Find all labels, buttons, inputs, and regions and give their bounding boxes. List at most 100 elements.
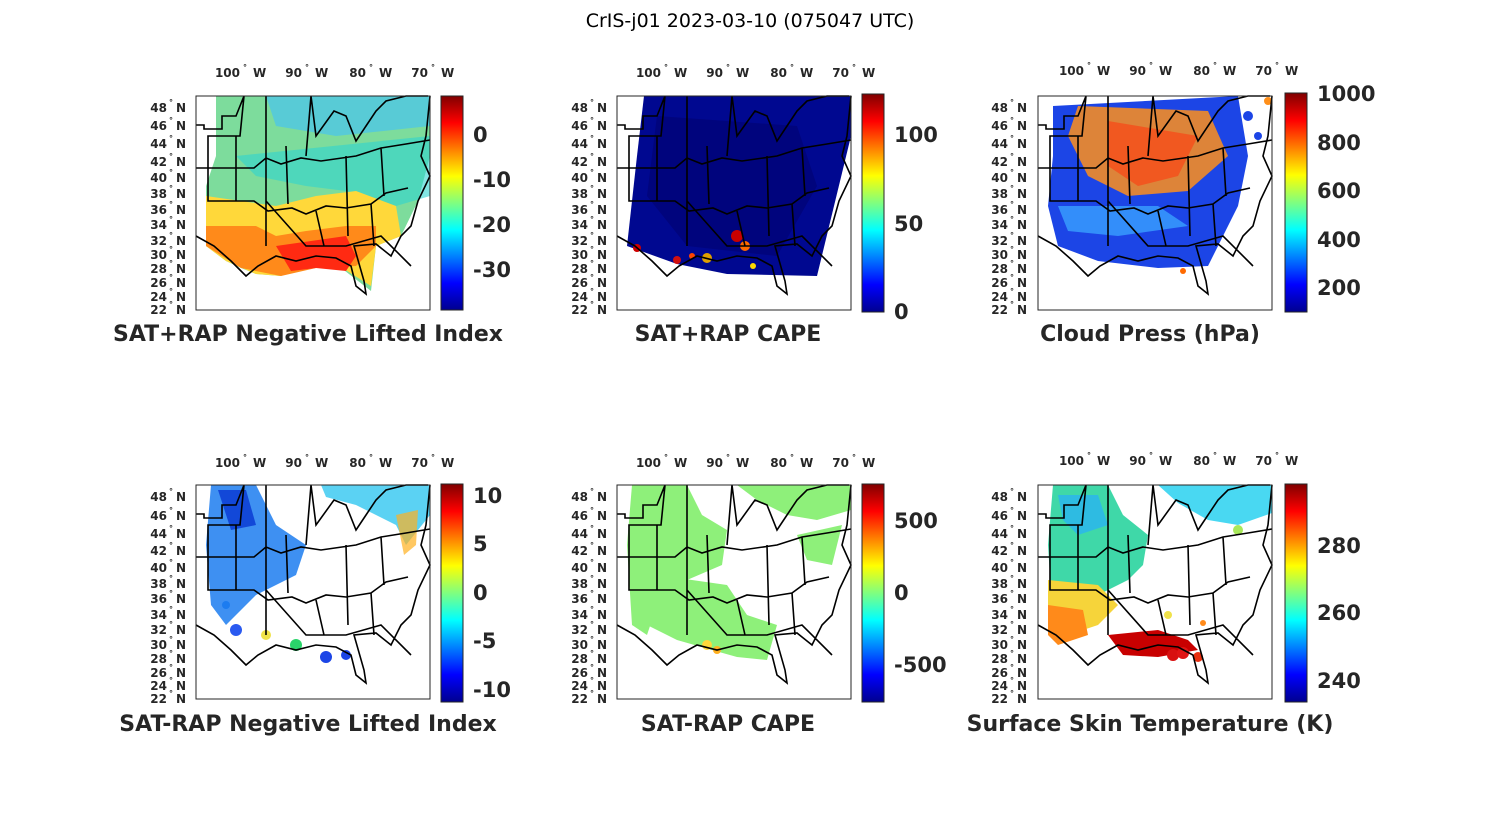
lon-hemi: W — [379, 456, 392, 470]
lon-tick: 100 — [215, 66, 240, 80]
colorbar: 500 0 -500 — [861, 483, 947, 703]
lat-tick: 30 — [150, 638, 167, 652]
degree-mark: ° — [664, 453, 668, 462]
lat-tick: 24 — [571, 679, 588, 693]
lon-tick-labels: 100 ° W 90 ° W 80 ° W 70 ° W — [1059, 451, 1298, 468]
degree-mark: ° — [1010, 649, 1014, 658]
degree-mark: ° — [726, 63, 730, 72]
panel-title: SAT+RAP Negative Lifted Index — [113, 322, 503, 347]
lat-tick: 24 — [991, 679, 1008, 693]
lat-hemi: N — [1017, 638, 1027, 652]
lat-tick: 34 — [150, 608, 167, 622]
lon-hemi: W — [862, 456, 875, 470]
lon-hemi: W — [441, 66, 454, 80]
lat-tick-labels: 48 ° N 46 ° N 44 ° N 42 ° N 40 ° N 38 ° N 36 ° N 34 ° N … — [150, 487, 186, 706]
lat-tick: 48 — [991, 490, 1008, 504]
lat-tick: 30 — [571, 248, 588, 262]
lat-hemi: N — [176, 544, 186, 558]
lat-hemi: N — [1017, 262, 1027, 276]
lat-hemi: N — [176, 187, 186, 201]
panel-sat-rap-neg-lifted-index: 100 ° W 90 ° W 80 ° W 70 ° W 48 ° N 46 ° N 44 ° N 42 ° N… — [113, 63, 511, 347]
map-plot — [1037, 484, 1273, 700]
degree-mark: ° — [169, 134, 173, 143]
lat-hemi: N — [1017, 527, 1027, 541]
degree-mark: ° — [590, 152, 594, 161]
lat-tick: 44 — [571, 527, 588, 541]
degree-mark: ° — [1010, 558, 1014, 567]
lon-hemi: W — [674, 66, 687, 80]
colorbar: 280 260 240 — [1284, 483, 1361, 703]
colorbar-scale — [440, 95, 464, 311]
colorbar-tick: -5 — [473, 629, 496, 653]
lat-hemi: N — [176, 234, 186, 248]
degree-mark: ° — [169, 524, 173, 533]
colorbar: 0 -10 -20 -30 — [440, 95, 511, 311]
degree-mark: ° — [852, 453, 856, 462]
lat-tick: 38 — [571, 187, 588, 201]
lat-tick: 34 — [991, 218, 1008, 232]
degree-mark: ° — [1010, 98, 1014, 107]
lat-hemi: N — [597, 652, 607, 666]
colorbar-tick: 50 — [894, 212, 923, 236]
degree-mark: ° — [169, 98, 173, 107]
lat-tick: 36 — [150, 203, 167, 217]
lat-hemi: N — [176, 155, 186, 169]
lon-hemi: W — [1285, 454, 1298, 468]
lon-tick: 80 — [349, 456, 366, 470]
lat-tick: 46 — [150, 119, 167, 133]
lon-hemi: W — [1159, 64, 1172, 78]
colorbar-tick: -30 — [473, 258, 511, 282]
lon-tick: 70 — [1255, 454, 1272, 468]
degree-mark: ° — [726, 453, 730, 462]
panel-title: Surface Skin Temperature (K) — [967, 712, 1334, 737]
lon-hemi: W — [441, 456, 454, 470]
lat-tick: 32 — [150, 623, 167, 637]
lon-tick-labels: 100 ° W 90 ° W 80 ° W 70 ° W — [215, 453, 454, 470]
lat-hemi: N — [1017, 592, 1027, 606]
lat-tick: 34 — [150, 218, 167, 232]
lat-tick-labels: 48 ° N 46 ° N 44 ° N 42 ° N 40 ° N 38 ° N 36 ° N 34 ° N … — [991, 98, 1027, 317]
figure-title: CrIS-j01 2023-03-10 (075047 UTC) — [586, 10, 915, 32]
lat-hemi: N — [176, 262, 186, 276]
degree-mark: ° — [1010, 574, 1014, 583]
lat-tick: 46 — [150, 509, 167, 523]
degree-mark: ° — [852, 63, 856, 72]
degree-mark: ° — [305, 63, 309, 72]
lat-hemi: N — [597, 544, 607, 558]
degree-mark: ° — [590, 506, 594, 515]
lat-tick-labels: 48 ° N 46 ° N 44 ° N 42 ° N 40 ° N 38 ° N 36 ° N 34 ° N … — [991, 487, 1027, 706]
lat-tick: 38 — [991, 187, 1008, 201]
lon-hemi: W — [800, 456, 813, 470]
lat-hemi: N — [1017, 187, 1027, 201]
lat-tick-labels: 48 ° N 46 ° N 44 ° N 42 ° N 40 ° N 38 ° N 36 ° N 34 ° N … — [571, 487, 607, 706]
lat-tick-labels: 48 ° N 46 ° N 44 ° N 42 ° N 40 ° N 38 ° N 36 ° N 34 ° N … — [571, 98, 607, 317]
degree-mark: ° — [369, 63, 373, 72]
lat-hemi: N — [1017, 577, 1027, 591]
lat-tick: 22 — [571, 692, 588, 706]
lon-tick: 80 — [770, 66, 787, 80]
degree-mark: ° — [1010, 689, 1014, 698]
panel-surface-skin-temperature: 100 ° W 90 ° W 80 ° W 70 ° W 48 ° N 46 ° N 44 ° N 42 ° N… — [967, 451, 1361, 737]
lon-hemi: W — [253, 456, 266, 470]
lon-tick: 100 — [1059, 454, 1084, 468]
lat-hemi: N — [1017, 509, 1027, 523]
lat-hemi: N — [176, 290, 186, 304]
degree-mark: ° — [1010, 541, 1014, 550]
lon-tick: 100 — [1059, 64, 1084, 78]
lat-hemi: N — [176, 577, 186, 591]
lat-tick: 44 — [991, 527, 1008, 541]
lat-hemi: N — [597, 577, 607, 591]
lon-tick: 70 — [1255, 64, 1272, 78]
panel-sat-minus-rap-cape: 100 ° W 90 ° W 80 ° W 70 ° W 48 ° N 46 ° N 44 ° N 42 ° N… — [571, 453, 946, 737]
lat-tick: 38 — [150, 577, 167, 591]
lon-tick: 80 — [1193, 64, 1210, 78]
lat-hemi: N — [597, 303, 607, 317]
lon-tick: 70 — [832, 456, 849, 470]
degree-mark: ° — [169, 620, 173, 629]
lat-tick: 26 — [991, 666, 1008, 680]
lat-hemi: N — [1017, 171, 1027, 185]
lat-hemi: N — [176, 218, 186, 232]
degree-mark: ° — [1149, 451, 1153, 460]
lon-tick-labels: 100 ° W 90 ° W 80 ° W 70 ° W — [636, 453, 875, 470]
